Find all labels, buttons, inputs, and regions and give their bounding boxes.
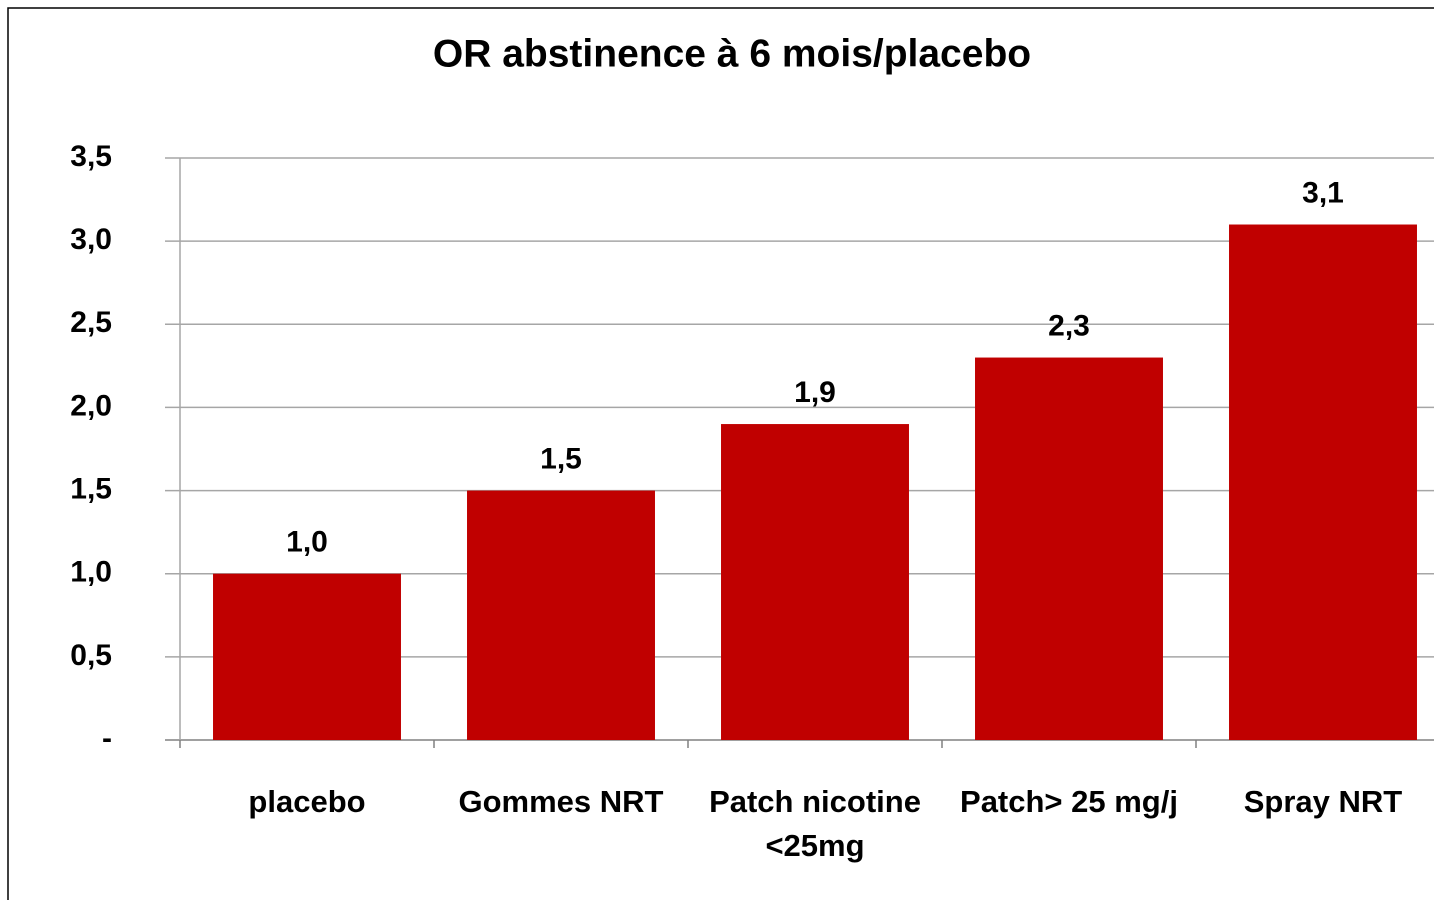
y-tick-label: 1,5 (70, 472, 112, 505)
y-tick-label: 2,0 (70, 389, 112, 422)
y-tick-label: 3,0 (70, 223, 112, 256)
y-tick-label: - (102, 722, 112, 755)
bar (1229, 224, 1417, 740)
x-tick-label: Patch nicotine <25mg (709, 784, 921, 863)
data-label: 1,5 (540, 442, 582, 475)
x-tick-label: Patch> 25 mg/j (960, 784, 1178, 819)
data-label: 1,9 (794, 376, 836, 409)
chart-frame (7, 7, 1434, 900)
x-tick-label: Gommes NRT (458, 784, 664, 819)
bar (467, 490, 655, 740)
data-label: 3,1 (1302, 176, 1344, 209)
x-tick-label: placebo (248, 784, 366, 819)
y-tick-label: 3,5 (70, 140, 112, 173)
data-label: 2,3 (1048, 309, 1090, 342)
y-tick-label: 2,5 (70, 306, 112, 339)
bar (213, 573, 401, 740)
y-tick-label: 1,0 (70, 556, 112, 589)
y-tick-label: 0,5 (70, 639, 112, 672)
bar (975, 357, 1163, 740)
data-label: 1,0 (286, 526, 328, 559)
x-tick-label: Spray NRT (1243, 784, 1403, 819)
chart-title: OR abstinence à 6 mois/placebo (433, 32, 1031, 75)
bar (721, 424, 909, 740)
